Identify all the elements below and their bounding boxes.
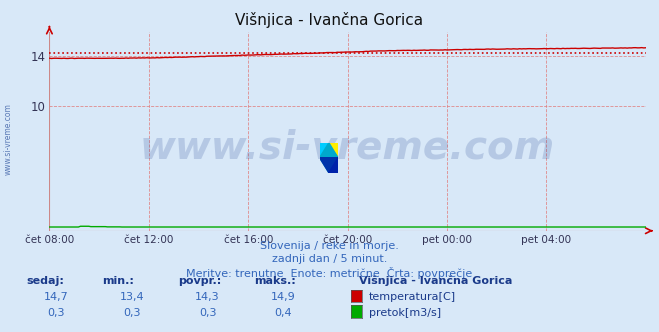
Text: maks.:: maks.: — [254, 276, 295, 286]
Text: 14,9: 14,9 — [271, 292, 296, 302]
Text: Slovenija / reke in morje.: Slovenija / reke in morje. — [260, 241, 399, 251]
Polygon shape — [320, 143, 338, 173]
Text: 13,4: 13,4 — [119, 292, 144, 302]
Text: Višnjica - Ivančna Gorica: Višnjica - Ivančna Gorica — [235, 12, 424, 28]
Polygon shape — [329, 158, 338, 173]
Text: temperatura[C]: temperatura[C] — [369, 292, 456, 302]
Text: povpr.:: povpr.: — [178, 276, 221, 286]
Text: 0,3: 0,3 — [123, 308, 140, 318]
Text: min.:: min.: — [102, 276, 134, 286]
Text: 0,4: 0,4 — [275, 308, 292, 318]
Text: Meritve: trenutne  Enote: metrične  Črta: povprečje: Meritve: trenutne Enote: metrične Črta: … — [186, 267, 473, 279]
Text: zadnji dan / 5 minut.: zadnji dan / 5 minut. — [272, 254, 387, 264]
Text: www.si-vreme.com: www.si-vreme.com — [4, 104, 13, 175]
Polygon shape — [329, 143, 338, 158]
Text: pretok[m3/s]: pretok[m3/s] — [369, 308, 441, 318]
Text: sedaj:: sedaj: — [26, 276, 64, 286]
Polygon shape — [320, 143, 329, 158]
Polygon shape — [320, 158, 338, 173]
Text: 14,3: 14,3 — [195, 292, 220, 302]
Text: 0,3: 0,3 — [199, 308, 216, 318]
Text: www.si-vreme.com: www.si-vreme.com — [140, 128, 556, 166]
Text: 0,3: 0,3 — [47, 308, 65, 318]
Text: Višnjica - Ivančna Gorica: Višnjica - Ivančna Gorica — [359, 275, 513, 286]
Text: 14,7: 14,7 — [43, 292, 69, 302]
